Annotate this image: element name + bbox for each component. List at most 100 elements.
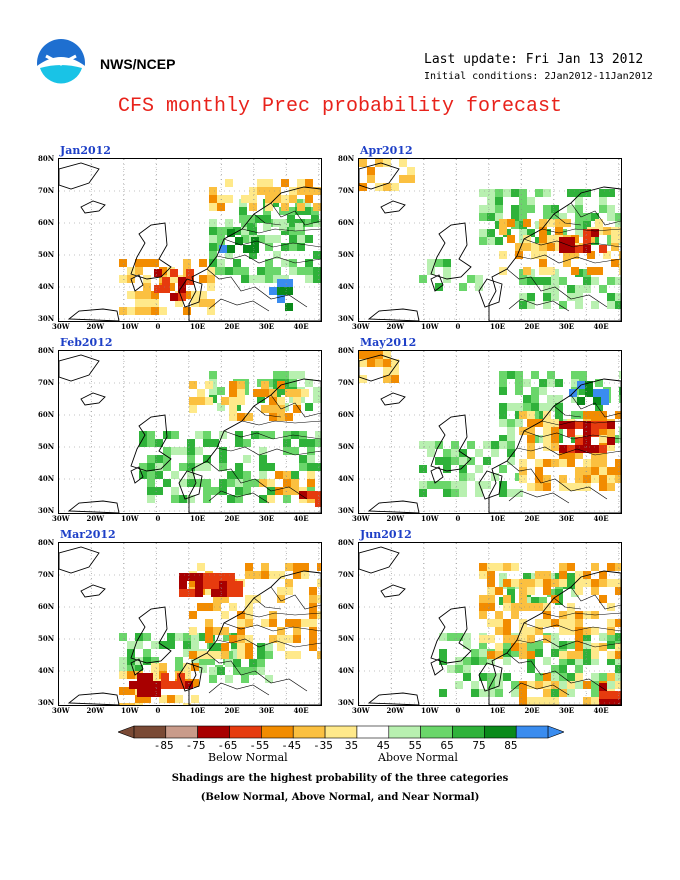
lon-label: 40E xyxy=(293,706,309,715)
lon-label: 10E xyxy=(190,322,206,331)
lat-label: 30N xyxy=(338,506,355,515)
lat-label: 80N xyxy=(38,538,55,547)
lat-label: 40N xyxy=(38,666,55,675)
org-name: NWS/NCEP xyxy=(100,56,176,72)
lon-label: 20W xyxy=(86,514,105,523)
lon-label: 30W xyxy=(352,514,370,523)
lat-label: 40N xyxy=(338,282,355,291)
panel-title: May2012 xyxy=(360,336,417,349)
colorbar-tick-label: -55 xyxy=(249,739,270,752)
colorbar-tick-label: 65 xyxy=(440,739,454,752)
lon-label: 20W xyxy=(386,706,405,715)
colorbar-segment xyxy=(197,725,230,739)
map-panel-jan2012 xyxy=(58,158,322,322)
panel-title: Feb2012 xyxy=(60,336,113,349)
lon-label: 40E xyxy=(293,322,309,331)
map-panel-jun2012 xyxy=(358,542,622,706)
lat-label: 50N xyxy=(38,250,55,259)
colorbar-tick-label: 85 xyxy=(504,739,518,752)
lon-label: 40E xyxy=(593,514,609,523)
colorbar-segment xyxy=(133,725,167,739)
lat-label: 80N xyxy=(38,346,55,355)
lat-label: 60N xyxy=(338,410,355,419)
colorbar xyxy=(118,725,564,739)
initial-conditions: Initial conditions: 2Jan2012-11Jan2012 xyxy=(424,71,653,82)
map-panel-mar2012 xyxy=(58,542,322,706)
lat-label: 60N xyxy=(338,602,355,611)
lat-label: 80N xyxy=(38,154,55,163)
colorbar-segment xyxy=(484,725,517,739)
lon-label: 20E xyxy=(524,322,540,331)
lon-label: 20E xyxy=(224,322,240,331)
lon-label: 10W xyxy=(121,706,139,715)
colorbar-tick-label: 45 xyxy=(376,739,391,752)
lon-label: 20E xyxy=(224,706,240,715)
colorbar-right-arrow xyxy=(547,725,564,739)
map-panel-feb2012 xyxy=(58,350,322,514)
lon-label: 10W xyxy=(421,322,439,331)
page-title: CFS monthly Prec probability forecast xyxy=(117,95,563,118)
panel-title: Jun2012 xyxy=(360,528,412,541)
lat-label: 40N xyxy=(38,474,55,483)
lat-label: 30N xyxy=(38,506,55,515)
lat-label: 50N xyxy=(38,442,55,451)
lat-label: 60N xyxy=(38,602,55,611)
lat-label: 70N xyxy=(338,378,355,387)
lon-label: 10W xyxy=(421,514,439,523)
noaa-logo-icon xyxy=(36,38,86,90)
colorbar-segment xyxy=(324,725,358,739)
lat-label: 70N xyxy=(338,186,355,195)
colorbar-tick-label: 55 xyxy=(408,739,422,752)
lat-label: 60N xyxy=(38,410,55,419)
lat-label: 60N xyxy=(338,218,355,227)
lon-label: 30E xyxy=(259,322,275,331)
lon-label: 0 xyxy=(155,706,161,715)
colorbar-segment xyxy=(261,725,294,739)
lon-label: 10E xyxy=(490,514,506,523)
panel-title: Apr2012 xyxy=(360,144,413,157)
lat-label: 30N xyxy=(338,314,355,323)
colorbar-tick-label: -85 xyxy=(153,739,174,752)
lat-label: 30N xyxy=(38,314,55,323)
footer-line-1: Shadings are the highest probability of … xyxy=(171,773,509,784)
lon-label: 0 xyxy=(155,322,161,331)
colorbar-segment xyxy=(356,725,390,739)
map-panel-may2012 xyxy=(358,350,622,514)
colorbar-tick-label: -45 xyxy=(281,739,302,752)
lon-label: 10W xyxy=(121,322,139,331)
lon-label: 10E xyxy=(490,706,506,715)
lon-label: 0 xyxy=(155,514,161,523)
last-update: Last update: Fri Jan 13 2012 xyxy=(424,52,644,67)
lon-label: 40E xyxy=(293,514,309,523)
lon-label: 30E xyxy=(259,706,275,715)
lat-label: 40N xyxy=(38,282,55,291)
panel-title: Mar2012 xyxy=(60,528,116,541)
lon-label: 0 xyxy=(455,322,461,331)
lon-label: 0 xyxy=(455,706,461,715)
lon-label: 30W xyxy=(352,706,370,715)
lat-label: 50N xyxy=(338,250,355,259)
below-normal-label: Below Normal xyxy=(208,751,288,764)
lon-label: 30E xyxy=(259,514,275,523)
colorbar-segment xyxy=(388,725,421,739)
lon-label: 10W xyxy=(421,706,439,715)
lon-label: 40E xyxy=(593,706,609,715)
lat-label: 50N xyxy=(338,442,355,451)
lon-label: 20E xyxy=(224,514,240,523)
colorbar-segment xyxy=(292,725,326,739)
colorbar-segment xyxy=(229,725,262,739)
lon-label: 20W xyxy=(386,322,405,331)
lon-label: 40E xyxy=(593,322,609,331)
lat-label: 80N xyxy=(338,538,355,547)
lon-label: 30W xyxy=(52,706,70,715)
lon-label: 30E xyxy=(559,322,575,331)
colorbar-tick-label: 35 xyxy=(344,739,359,752)
lat-label: 70N xyxy=(38,570,55,579)
lon-label: 30E xyxy=(559,514,575,523)
lon-label: 30W xyxy=(52,322,70,331)
lon-label: 20W xyxy=(86,706,105,715)
lon-label: 10E xyxy=(190,706,206,715)
footer-line-2: (Below Normal, Above Normal, and Near No… xyxy=(200,792,480,803)
colorbar-tick-label: 75 xyxy=(472,739,486,752)
lat-label: 70N xyxy=(38,378,55,387)
